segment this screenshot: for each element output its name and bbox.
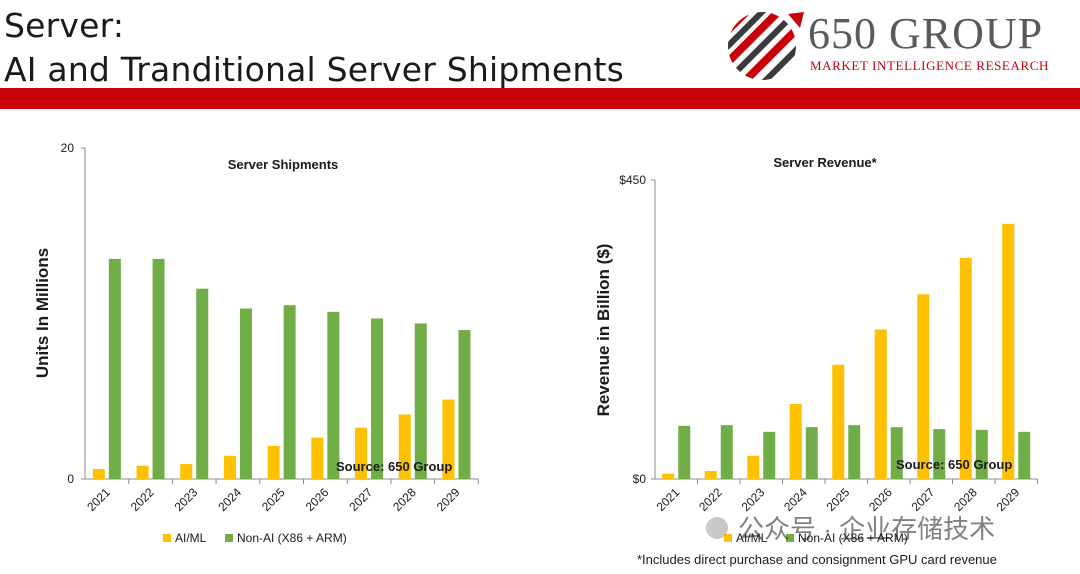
slide-title-line2: AI and Tranditional Server Shipments	[4, 50, 624, 89]
legend-swatch-ai-ml	[724, 534, 732, 542]
x-tick-label: 2023	[739, 485, 768, 514]
x-tick-label: 2024	[781, 485, 810, 514]
x-tick-label: 2025	[259, 485, 288, 514]
bar-ai-ml-2028	[959, 257, 972, 479]
y-axis-label: Revenue in Billion ($)	[594, 244, 613, 417]
x-tick-label: 2028	[390, 485, 419, 514]
y-tick-label: 20	[61, 141, 75, 155]
x-tick-label: 2023	[172, 485, 201, 514]
slide-title: Server: AI and Tranditional Server Shipm…	[4, 4, 624, 92]
bar-ai-ml-2026	[874, 329, 887, 479]
bar-ai-ml-2023	[180, 464, 193, 479]
bar-ai-ml-2023	[747, 455, 760, 479]
bar-ai-ml-2027	[355, 427, 368, 479]
bar-non-ai-2029	[458, 330, 471, 479]
source-annotation: Source: 650 Group	[336, 459, 452, 474]
bar-ai-ml-2021	[662, 473, 675, 479]
bar-ai-ml-2026	[311, 437, 324, 479]
watermark-text: 公众号 · 企业存储技术	[738, 514, 995, 544]
x-tick-label: 2028	[951, 485, 980, 514]
bar-ai-ml-2025	[832, 364, 845, 479]
bar-non-ai-2024	[239, 308, 252, 479]
chart-title: Server Revenue*	[773, 155, 877, 170]
legend-swatch-non-ai	[786, 534, 794, 542]
bar-non-ai-2025	[848, 425, 861, 479]
revenue-footnote: *Includes direct purchase and consignmen…	[637, 552, 997, 567]
x-tick-label: 2024	[215, 485, 244, 514]
x-tick-label: 2021	[654, 485, 683, 514]
bar-non-ai-2026	[327, 311, 340, 479]
bar-non-ai-2028	[975, 429, 988, 479]
bar-non-ai-2028	[414, 323, 427, 479]
x-tick-label: 2027	[909, 485, 938, 514]
y-tick-label: $0	[633, 472, 647, 486]
logo-stripes-icon	[728, 12, 804, 80]
bar-non-ai-2022	[720, 425, 733, 479]
bar-ai-ml-2024	[789, 403, 802, 479]
y-axis-label: Units In Millions	[33, 248, 52, 378]
logo-tagline: MARKET INTELLIGENCE RESEARCH	[810, 58, 1049, 73]
bar-non-ai-2027	[933, 429, 946, 479]
bar-ai-ml-2021	[92, 469, 105, 479]
bar-ai-ml-2022	[704, 471, 717, 479]
bar-ai-ml-2025	[267, 445, 280, 479]
legend-label-ai-ml: AI/ML	[175, 531, 207, 545]
bar-non-ai-2022	[152, 258, 165, 479]
legend-label-non-ai: Non-AI (X86 + ARM)	[237, 531, 347, 545]
x-tick-label: 2029	[994, 485, 1023, 514]
logo-name: 650 GROUP	[808, 9, 1044, 58]
bar-ai-ml-2029	[442, 399, 455, 479]
bar-ai-ml-2029	[1002, 223, 1015, 479]
bar-non-ai-2029	[1018, 431, 1031, 479]
bar-ai-ml-2022	[136, 465, 149, 479]
bar-ai-ml-2027	[917, 294, 930, 479]
bar-non-ai-2021	[678, 425, 691, 479]
bar-non-ai-2021	[108, 258, 121, 479]
bar-non-ai-2026	[890, 427, 903, 479]
bar-non-ai-2023	[196, 288, 209, 479]
x-tick-label: 2021	[84, 485, 113, 514]
server-shipments-chart: Server Shipments Units In Millions 0 20 2021…	[33, 141, 479, 545]
y-tick-label: 0	[67, 472, 74, 486]
bar-ai-ml-2024	[223, 455, 236, 479]
bar-non-ai-2027	[371, 318, 384, 479]
legend-swatch-ai-ml	[163, 534, 171, 542]
bar-non-ai-2023	[763, 431, 776, 479]
slide-title-line1: Server:	[4, 6, 125, 45]
bar-non-ai-2025	[283, 305, 296, 479]
x-tick-label: 2027	[346, 485, 375, 514]
header-bar	[0, 88, 1080, 109]
legend-label-non-ai: Non-AI (X86 + ARM)	[798, 531, 908, 545]
x-tick-label: 2026	[866, 485, 895, 514]
x-tick-label: 2025	[824, 485, 853, 514]
x-tick-label: 2022	[696, 485, 725, 514]
y-tick-label: $450	[619, 173, 646, 187]
company-logo: 650 GROUP MARKET INTELLIGENCE RESEARCH	[726, 9, 1076, 82]
legend-label-ai-ml: AI/ML	[736, 531, 768, 545]
chart-title: Server Shipments	[228, 157, 339, 172]
x-tick-label: 2029	[434, 485, 463, 514]
bar-non-ai-2024	[805, 427, 818, 479]
source-annotation: Source: 650 Group	[896, 457, 1012, 472]
x-tick-label: 2026	[303, 485, 332, 514]
bar-ai-ml-2028	[398, 414, 411, 479]
wechat-icon	[706, 517, 728, 539]
x-tick-label: 2022	[128, 485, 157, 514]
legend-swatch-non-ai	[225, 534, 233, 542]
